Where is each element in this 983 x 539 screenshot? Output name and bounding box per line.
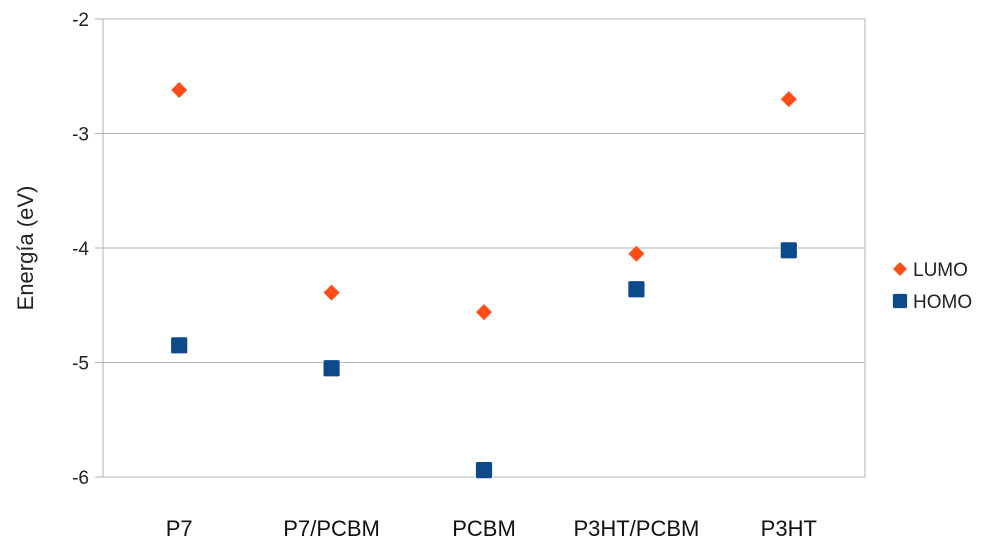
lumo-point (780, 91, 797, 108)
homo-point (322, 359, 341, 378)
y-tick-label: -2 (72, 10, 89, 31)
homo-point (627, 280, 646, 299)
lumo-point (476, 304, 492, 321)
y-axis-label: Energía (eV) (13, 186, 38, 311)
lumo-point (628, 245, 645, 262)
homo-point (170, 336, 189, 355)
x-category-label: P7 (166, 516, 193, 539)
gridlines (103, 18, 865, 478)
x-axis: P7 P7/PCBM PCBM P3HT/PCBM P3HT (166, 516, 817, 539)
legend-marker-homo (892, 293, 908, 309)
x-category-label: PCBM (452, 516, 516, 539)
x-category-label: P7/PCBM (283, 516, 380, 539)
lumo-point (323, 284, 340, 301)
data-points (170, 81, 798, 480)
homo-point (475, 461, 493, 480)
y-tick-label: -3 (72, 125, 89, 146)
legend-label-homo: HOMO (913, 292, 972, 313)
y-tick-label: -4 (72, 239, 89, 260)
lumo-point (171, 81, 188, 98)
legend: LUMO HOMO (892, 260, 972, 313)
y-tick-label: -6 (72, 468, 89, 489)
y-axis: -2 -3 -4 -5 -6 (72, 10, 103, 489)
x-category-label: P3HT/PCBM (573, 516, 699, 539)
legend-marker-lumo (893, 262, 907, 276)
homo-point (779, 241, 798, 260)
x-category-label: P3HT (761, 516, 817, 539)
y-tick-label: -5 (72, 354, 89, 375)
legend-label-lumo: LUMO (913, 260, 968, 281)
